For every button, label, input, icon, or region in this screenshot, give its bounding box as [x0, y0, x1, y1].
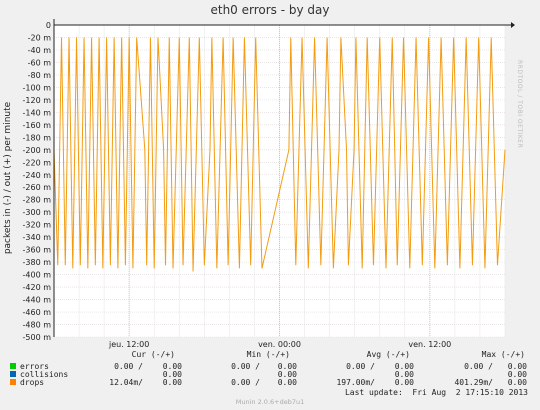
- x-axis-arrow: [511, 22, 515, 28]
- y-tick-label: -80 m: [28, 71, 52, 80]
- y-tick-label: -100 m: [23, 83, 52, 92]
- y-tick-label: -260 m: [23, 183, 52, 192]
- rrdtool-credit: RRDTOOL / TOBI OETIKER: [516, 60, 523, 148]
- y-tick-label: -480 m: [23, 321, 52, 330]
- legend-value-min-out: 0.00: [277, 362, 297, 371]
- y-tick-label: -240 m: [23, 171, 52, 180]
- y-tick-label: -20 m: [28, 33, 52, 42]
- y-ticks: 0 -20 m -40 m -60 m -80 m -100 m -120 m -140 m -…: [23, 21, 52, 342]
- legend-value-cur-in: 12.04m/: [109, 378, 143, 387]
- y-tick-label: 0: [46, 21, 51, 30]
- legend-header-cur: Cur (-/+): [131, 350, 175, 359]
- y-tick-label: -380 m: [23, 258, 52, 267]
- y-axis-label: packets in (-) / out (+) per minute: [3, 101, 13, 254]
- legend-value-cur-in: 0.00 /: [114, 362, 143, 371]
- y-tick-label: -360 m: [23, 246, 52, 255]
- x-tick-label: jeu. 12:00: [108, 340, 149, 349]
- y-tick-label: -40 m: [28, 46, 52, 55]
- y-tick-label: -340 m: [23, 233, 52, 242]
- x-tick-label: ven. 12:00: [408, 340, 451, 349]
- y-tick-label: -220 m: [23, 158, 52, 167]
- legend-value-max-out: 0.00: [507, 362, 527, 371]
- legend-header-avg: Avg (-/+): [366, 350, 410, 359]
- chart-title: eth0 errors - by day: [210, 3, 329, 17]
- y-tick-label: -280 m: [23, 196, 52, 205]
- legend-value-avg-out: 0.00: [394, 378, 414, 387]
- y-tick-label: -160 m: [23, 121, 52, 130]
- legend-value-cur-out: 0.00: [162, 362, 182, 371]
- y-tick-label: -420 m: [23, 283, 52, 292]
- munin-footer: Munin 2.0.6+deb7u1: [236, 398, 304, 406]
- y-tick-label: -400 m: [23, 271, 52, 280]
- legend-value-max-in: 401.29m/: [454, 378, 493, 387]
- legend-header-min: Min (-/+): [246, 350, 290, 359]
- y-tick-label: -320 m: [23, 221, 52, 230]
- legend-swatch-errors: [10, 363, 16, 369]
- legend-name-drops: drops: [20, 378, 45, 387]
- y-tick-label: -440 m: [23, 296, 52, 305]
- legend-value-max-in: 0.00 /: [464, 362, 493, 371]
- axes: [53, 19, 515, 337]
- y-tick-label: -60 m: [28, 58, 52, 67]
- legend-value-max-out: 0.00: [507, 378, 527, 387]
- legend-value-max-out: 0.00: [507, 370, 527, 379]
- legend-swatch-collisions: [10, 371, 16, 377]
- legend-value-avg-out: 0.00: [394, 370, 414, 379]
- legend-name-errors: errors: [20, 362, 49, 371]
- legend-value-cur-out: 0.00: [162, 370, 182, 379]
- legend-value-min-out: 0.00: [277, 378, 297, 387]
- y-tick-label: -180 m: [23, 133, 52, 142]
- legend-swatch-drops: [10, 379, 16, 385]
- y-tick-label: -460 m: [23, 308, 52, 317]
- y-tick-label: -500 m: [23, 333, 52, 342]
- legend-value-min-in: 0.00 /: [231, 378, 260, 387]
- legend-value-cur-out: 0.00: [162, 378, 182, 387]
- legend-value-min-out: 0.00: [277, 370, 297, 379]
- legend-header-max: Max (-/+): [481, 350, 525, 359]
- legend-value-avg-in: 0.00 /: [346, 362, 375, 371]
- series-line-drops: [53, 37, 506, 272]
- legend-name-collisions: collisions: [20, 370, 69, 379]
- y-tick-label: -120 m: [23, 96, 52, 105]
- legend-value-avg-out: 0.00: [394, 362, 414, 371]
- x-ticks: jeu. 12:00 ven. 00:00 ven. 12:00: [108, 340, 451, 349]
- legend-value-min-in: 0.00 /: [231, 362, 260, 371]
- y-tick-label: -200 m: [23, 146, 52, 155]
- y-tick-label: -300 m: [23, 208, 52, 217]
- x-tick-label: ven. 00:00: [258, 340, 301, 349]
- legend-value-avg-in: 197.00m/: [336, 378, 375, 387]
- y-tick-label: -140 m: [23, 108, 52, 117]
- last-update: Last update: Fri Aug 2 17:15:10 2013: [344, 388, 528, 397]
